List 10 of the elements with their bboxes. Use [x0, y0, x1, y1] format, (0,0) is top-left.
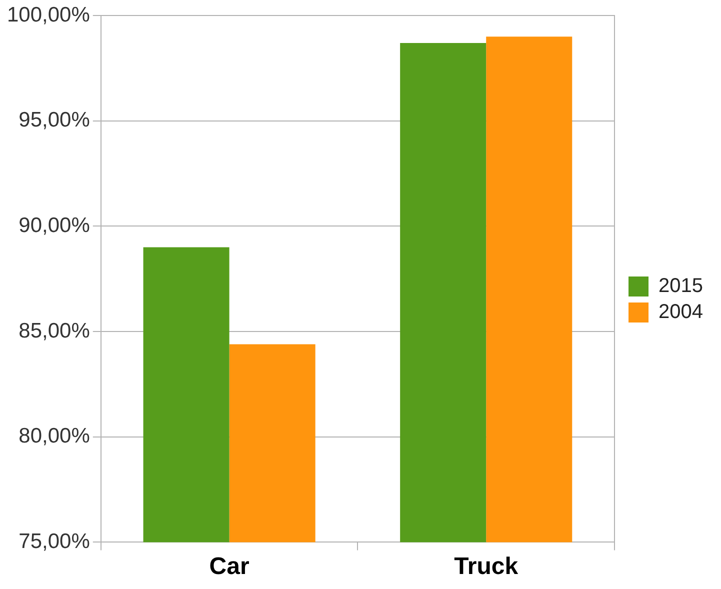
x-tick-label: Truck [454, 553, 519, 580]
y-tick-label: 95,00% [18, 108, 90, 132]
y-tick-label: 90,00% [18, 214, 90, 238]
y-tick-label: 80,00% [18, 424, 90, 448]
y-tick-label: 85,00% [18, 319, 90, 342]
y-tick-label: 75,00% [18, 530, 90, 553]
y-tick-label: 100,00% [6, 3, 90, 26]
legend-label: 2015 [658, 275, 704, 298]
legend-label: 2004 [658, 301, 704, 324]
x-tick-label: Car [209, 553, 250, 580]
